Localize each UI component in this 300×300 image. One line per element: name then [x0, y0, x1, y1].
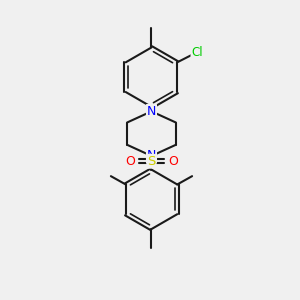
Text: Cl: Cl [191, 46, 203, 59]
Text: N: N [147, 105, 156, 118]
Text: O: O [168, 155, 178, 168]
Text: O: O [125, 155, 135, 168]
Text: N: N [147, 149, 156, 162]
Text: S: S [147, 155, 156, 168]
